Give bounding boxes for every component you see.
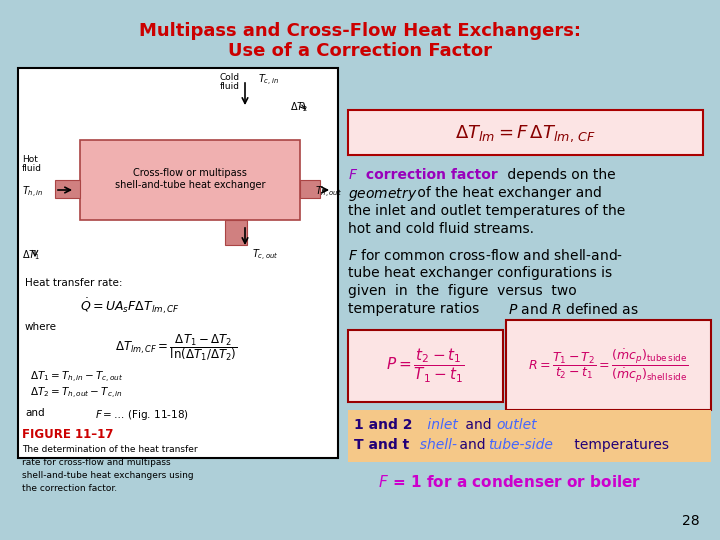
Text: tube heat exchanger configurations is: tube heat exchanger configurations is (348, 266, 612, 280)
Text: $\it{geometry}$: $\it{geometry}$ (348, 186, 418, 203)
Bar (80, 140, 300, 220)
Text: fluid: fluid (220, 82, 240, 91)
Text: $\mathit{F}$: $\mathit{F}$ (348, 168, 358, 182)
Text: 1 and 2: 1 and 2 (354, 418, 413, 432)
Text: shell-and-tube heat exchangers using: shell-and-tube heat exchangers using (22, 471, 194, 480)
Text: inlet: inlet (423, 418, 458, 432)
Text: The determination of the heat transfer: The determination of the heat transfer (22, 445, 197, 454)
Bar (348, 330, 503, 402)
Bar (55, 180, 80, 198)
Text: tube-side: tube-side (488, 438, 553, 452)
Text: fluid: fluid (22, 164, 42, 173)
Text: $\Delta T_2$: $\Delta T_2$ (290, 100, 308, 114)
Text: $T_{h,in}$: $T_{h,in}$ (22, 185, 43, 200)
Text: where: where (25, 322, 57, 332)
Text: Multipass and Cross-Flow Heat Exchangers:: Multipass and Cross-Flow Heat Exchangers… (139, 22, 581, 40)
Text: $F = \ldots$ (Fig. 11-18): $F = \ldots$ (Fig. 11-18) (95, 408, 189, 422)
Text: of the heat exchanger and: of the heat exchanger and (413, 186, 602, 200)
Text: T and t: T and t (354, 438, 409, 452)
Text: $\Delta T_{lm,CF} = \dfrac{\Delta T_1 - \Delta T_2}{\ln(\Delta T_1/\Delta T_2)}$: $\Delta T_{lm,CF} = \dfrac{\Delta T_1 - … (115, 332, 238, 363)
Bar (18, 68, 338, 458)
Text: $R = \dfrac{T_1 - T_2}{t_2 - t_1} = \dfrac{(\dot{m}c_p)_{\rm tube\,side}}{(\dot{: $R = \dfrac{T_1 - T_2}{t_2 - t_1} = \dfr… (528, 347, 688, 384)
Text: $\dot{Q} = UA_s F\Delta T_{lm,CF}$: $\dot{Q} = UA_s F\Delta T_{lm,CF}$ (80, 296, 180, 316)
Text: depends on the: depends on the (503, 168, 616, 182)
Bar (348, 410, 711, 462)
Text: and: and (455, 438, 490, 452)
Text: $\Delta T_1$: $\Delta T_1$ (22, 248, 40, 262)
Text: correction factor: correction factor (361, 168, 498, 182)
Text: temperature ratios: temperature ratios (348, 302, 480, 316)
Text: Hot: Hot (22, 155, 38, 164)
Text: $\Delta T_2 = T_{h,out} - T_{c,in}$: $\Delta T_2 = T_{h,out} - T_{c,in}$ (30, 386, 123, 401)
Bar (506, 320, 711, 410)
Text: Heat transfer rate:: Heat transfer rate: (25, 278, 122, 288)
Text: the correction factor.: the correction factor. (22, 484, 117, 493)
Text: shell-and-tube heat exchanger: shell-and-tube heat exchanger (114, 180, 265, 190)
Bar (225, 220, 247, 245)
Bar (300, 180, 320, 198)
Text: temperatures: temperatures (570, 438, 669, 452)
Text: $T_{c,out}$: $T_{c,out}$ (252, 248, 279, 263)
Text: FIGURE 11–17: FIGURE 11–17 (22, 428, 113, 441)
Text: $F$ for common cross-flow and shell-and-: $F$ for common cross-flow and shell-and- (348, 248, 623, 263)
Text: $\Delta T_1 = T_{h,in} - T_{c,out}$: $\Delta T_1 = T_{h,in} - T_{c,out}$ (30, 370, 124, 385)
Text: $\Delta T_{lm} = F\,\Delta T_{lm,\,CF}$: $\Delta T_{lm} = F\,\Delta T_{lm,\,CF}$ (454, 124, 595, 144)
Text: $P = \dfrac{t_2 - t_1}{T_1 - t_1}$: $P = \dfrac{t_2 - t_1}{T_1 - t_1}$ (386, 347, 464, 385)
Text: and: and (25, 408, 45, 418)
Text: $\mathit{F}$ = 1 for a condenser or boiler: $\mathit{F}$ = 1 for a condenser or boil… (378, 474, 642, 490)
Text: $T_{h,out}$: $T_{h,out}$ (315, 185, 342, 200)
Text: hot and cold fluid streams.: hot and cold fluid streams. (348, 222, 534, 236)
Text: $P$ and $R$ defined as: $P$ and $R$ defined as (508, 302, 639, 317)
Text: $T_{c,in}$: $T_{c,in}$ (258, 73, 279, 88)
Text: Cold: Cold (220, 73, 240, 82)
Text: 28: 28 (683, 514, 700, 528)
Text: Use of a Correction Factor: Use of a Correction Factor (228, 42, 492, 60)
Text: given  in  the  figure  versus  two: given in the figure versus two (348, 284, 577, 298)
Text: and: and (461, 418, 496, 432)
Text: Cross-flow or multipass: Cross-flow or multipass (133, 168, 247, 178)
Text: rate for cross-flow and multipass: rate for cross-flow and multipass (22, 458, 171, 467)
Bar (348, 110, 703, 155)
Text: the inlet and outlet temperatures of the: the inlet and outlet temperatures of the (348, 204, 625, 218)
Text: shell-: shell- (411, 438, 457, 452)
Text: outlet: outlet (496, 418, 536, 432)
